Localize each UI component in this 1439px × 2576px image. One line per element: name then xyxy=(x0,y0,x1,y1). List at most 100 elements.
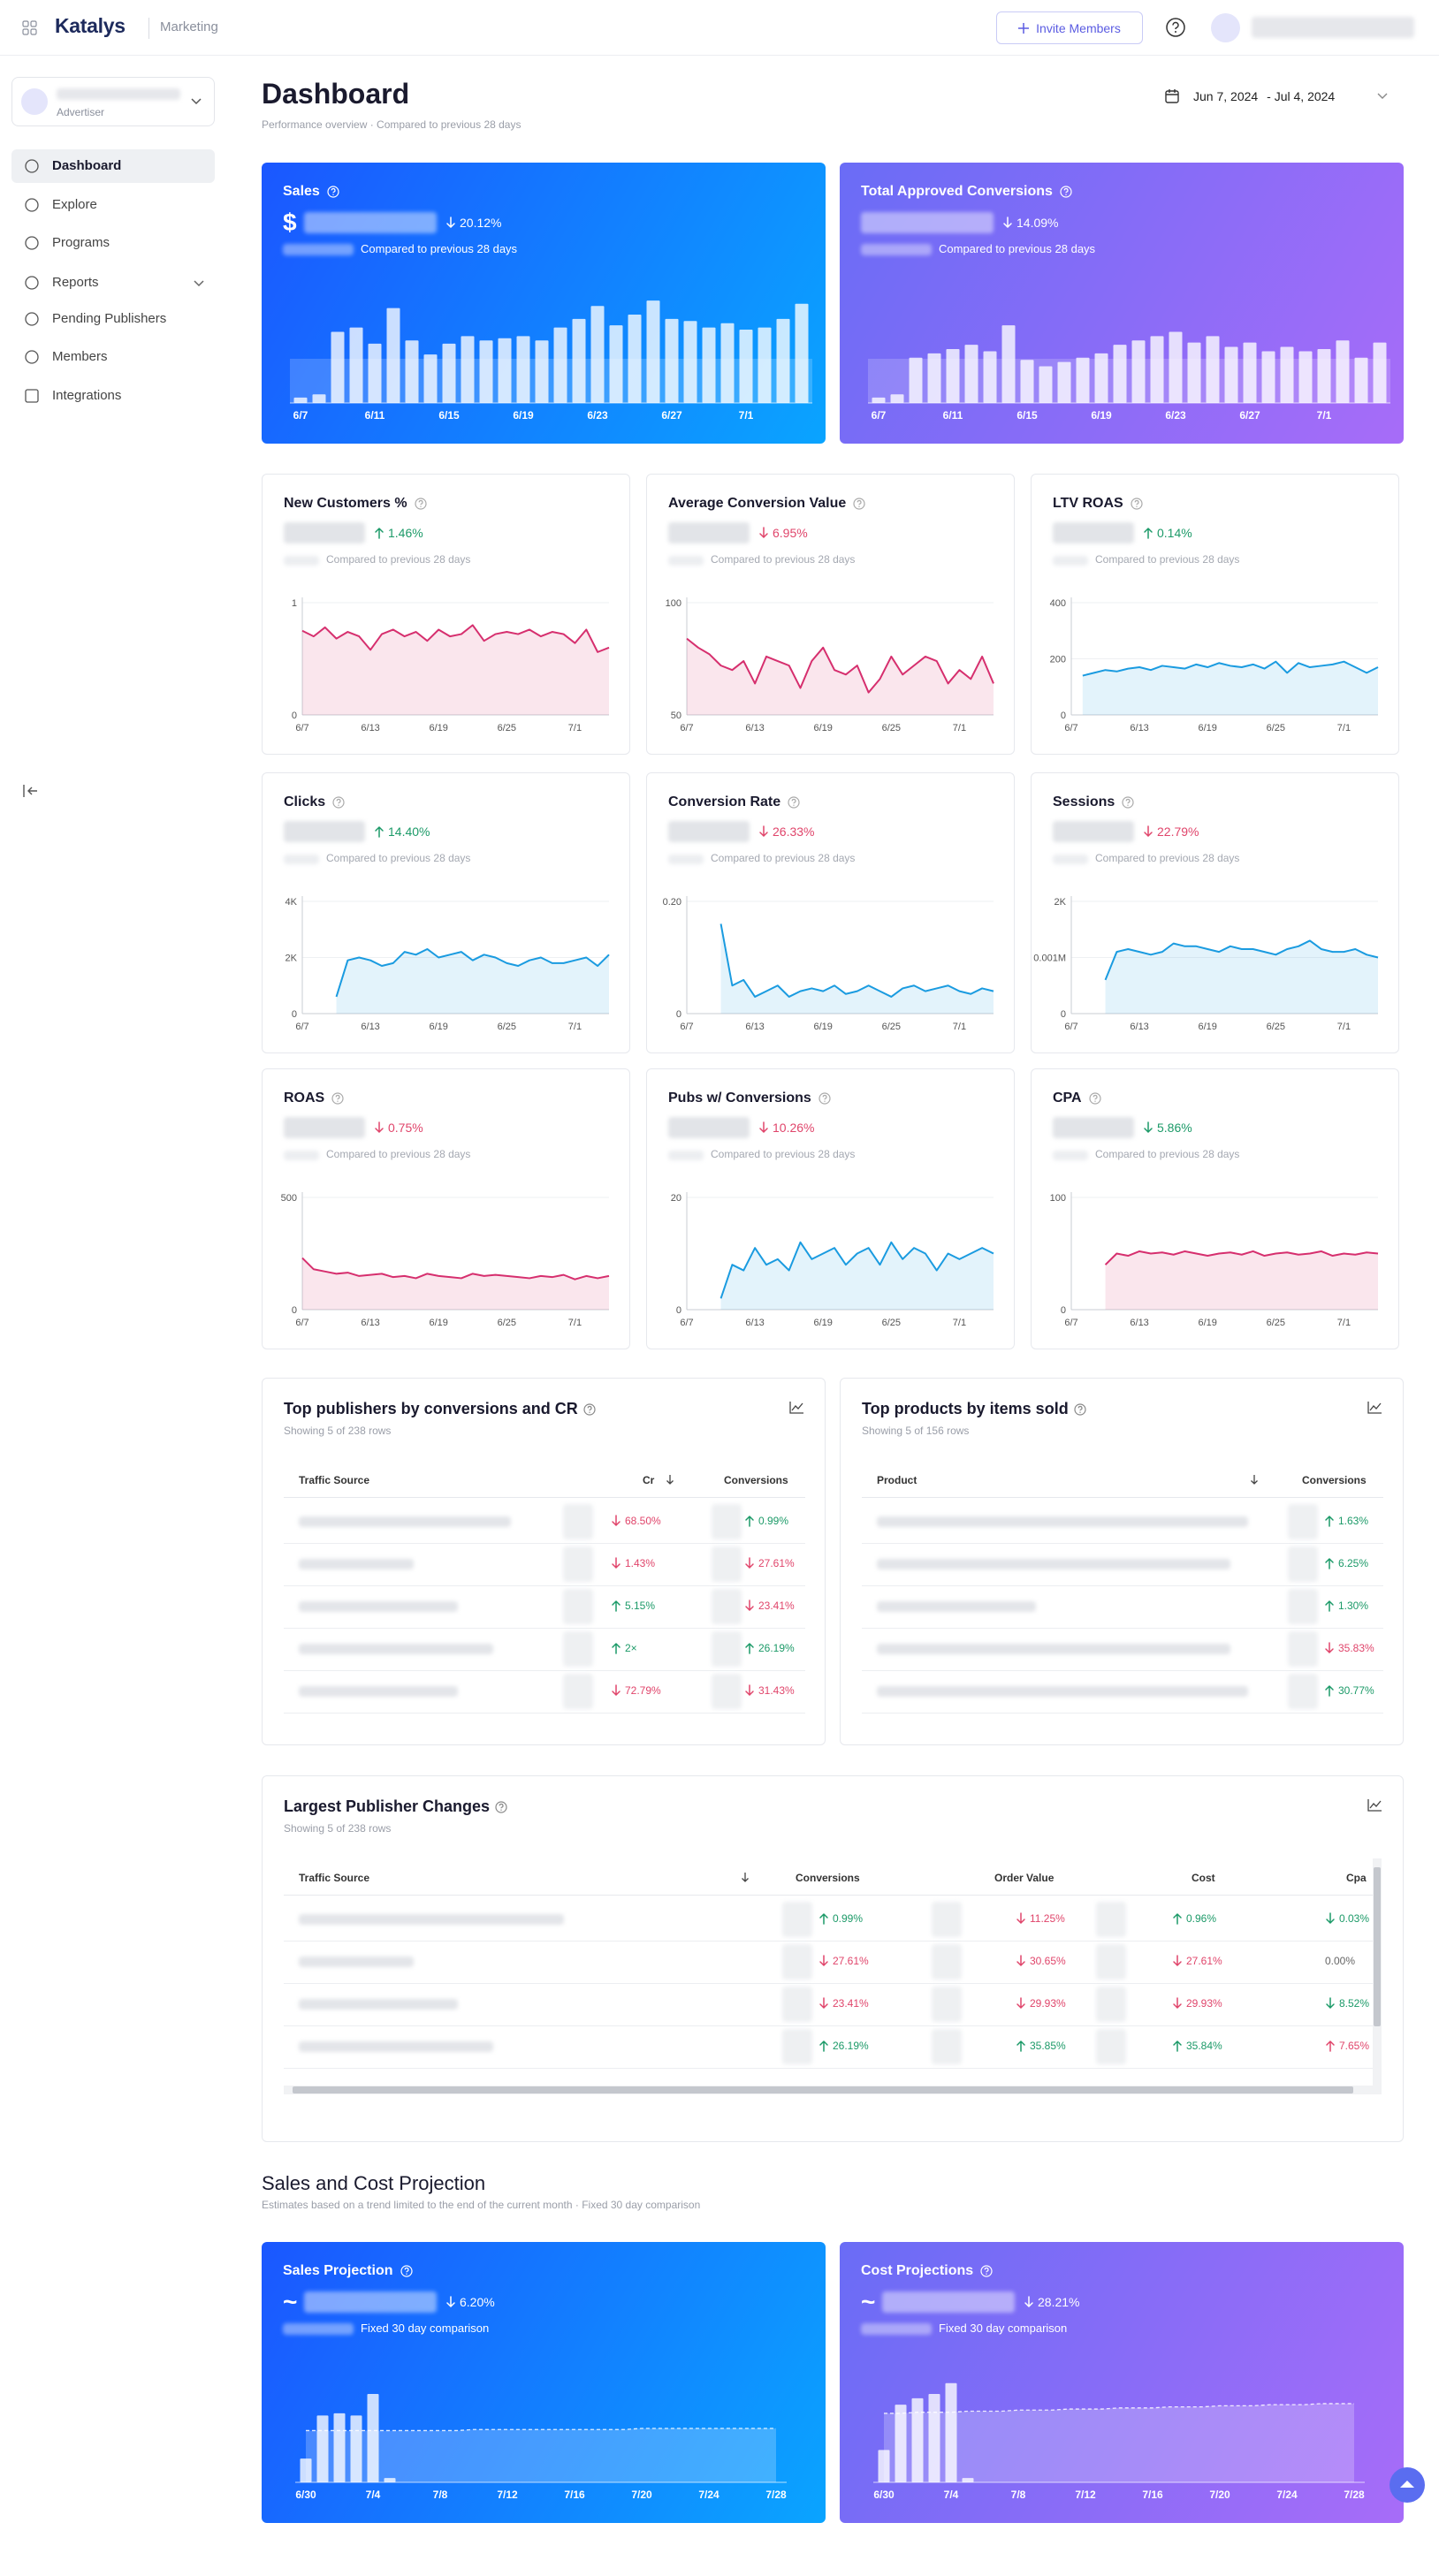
bar xyxy=(878,2450,890,2482)
nav-item[interactable]: Reports xyxy=(11,268,215,298)
help-mark xyxy=(1077,1405,1083,1410)
card-title-row: Largest Publisher Changes xyxy=(284,1797,507,1816)
date-range[interactable]: Jun 7, 2024 - Jul 4, 2024 xyxy=(1165,85,1404,108)
change-indicator: 2× xyxy=(611,1642,637,1654)
bar xyxy=(872,397,886,403)
help-button xyxy=(1166,18,1185,37)
projection-line xyxy=(884,2403,1354,2414)
card-title-row: New Customers % xyxy=(284,496,427,512)
table-card: Top publishers by conversions and CR Show… xyxy=(262,1378,826,1745)
x-tick-label: 6/25 xyxy=(882,1318,901,1328)
x-tick-label: 7/1 xyxy=(953,1022,966,1032)
change-indicator: 30.77% xyxy=(1324,1684,1374,1697)
compare-note: Fixed 30 day comparison xyxy=(361,2321,490,2335)
nav-item[interactable]: Pending Publishers xyxy=(11,304,215,334)
card-title: CPA xyxy=(1053,1090,1082,1106)
trend-arrow xyxy=(759,825,768,838)
bar xyxy=(1354,357,1368,403)
help-mark xyxy=(984,2267,989,2273)
redacted xyxy=(1252,17,1414,38)
bar xyxy=(1113,345,1127,403)
nav-item[interactable]: Integrations xyxy=(11,381,215,411)
change-indicator: 35.84% xyxy=(1172,2040,1222,2052)
nav-item[interactable]: Explore xyxy=(11,190,215,220)
bar xyxy=(1169,331,1183,403)
help-dot xyxy=(419,505,422,507)
bar xyxy=(386,308,400,403)
help-mark xyxy=(418,499,423,505)
column-header: Cost xyxy=(1192,1872,1215,1884)
change-value: 35.84% xyxy=(1186,2040,1222,2052)
scroll-thumb[interactable] xyxy=(1374,1867,1381,2026)
y-tick-label: 20 xyxy=(671,1193,681,1204)
nav-item[interactable]: Members xyxy=(11,342,215,372)
chart-toggle-shape xyxy=(1367,1799,1382,1812)
help-dot xyxy=(1127,804,1129,806)
redacted xyxy=(1053,1151,1088,1160)
help-mark xyxy=(1134,499,1139,505)
card-title-row: Conversion Rate xyxy=(668,794,800,810)
change-indicator: 72.79% xyxy=(611,1684,661,1697)
x-tick-label: 6/7 xyxy=(680,723,693,733)
chart-toggle[interactable] xyxy=(1367,1799,1382,1812)
bar xyxy=(1243,342,1257,403)
value-prefix: ~ xyxy=(861,2288,876,2315)
help-circle xyxy=(1122,796,1134,809)
change-value: 14.40% xyxy=(388,824,430,839)
change-indicator: 6.20% xyxy=(445,2295,495,2309)
y-tick-label: 1 xyxy=(292,598,297,609)
help-icon xyxy=(788,796,800,809)
help-icon xyxy=(1088,1092,1101,1105)
calendar-icon xyxy=(1165,89,1179,103)
sort-arrow xyxy=(1251,1475,1258,1485)
nav-item[interactable]: Programs xyxy=(11,228,215,258)
hero-chart: 6/30 7/4 7/8 7/12 7/16 7/20 7/24 7/28 xyxy=(873,2382,1365,2501)
scroll-thumb[interactable] xyxy=(293,2086,1353,2093)
card-title-row: ROAS xyxy=(284,1090,344,1106)
change-value: 0.03% xyxy=(1339,1912,1370,1925)
x-tick-label: 6/11 xyxy=(943,409,963,422)
nav-chevron xyxy=(194,280,204,287)
trend-arrow xyxy=(819,1912,828,1925)
nav-label: Explore xyxy=(52,197,97,212)
change-indicator: 0.03% xyxy=(1325,1912,1369,1925)
bar xyxy=(461,336,475,403)
nav-item[interactable]: Dashboard xyxy=(11,151,215,181)
account-switcher[interactable]: Advertiser xyxy=(11,77,215,126)
card-title-row: Top products by items sold xyxy=(862,1400,1086,1418)
arrow-shape xyxy=(1016,1955,1025,1967)
table-subtitle: Showing 5 of 156 rows xyxy=(862,1425,970,1437)
horizontal-scrollbar xyxy=(284,2086,1382,2094)
change-indicator: 23.41% xyxy=(818,1997,869,2010)
arrow-shape xyxy=(819,1955,828,1967)
bar xyxy=(1261,351,1275,403)
redacted xyxy=(712,1546,742,1582)
help-ring xyxy=(1166,18,1185,37)
trend-arrow xyxy=(1325,1684,1334,1697)
trend-arrow xyxy=(1016,1912,1025,1925)
trend-arrow xyxy=(612,1600,621,1612)
bar xyxy=(962,2478,974,2482)
chart-toggle-shape xyxy=(1367,1402,1382,1414)
metric-card: New Customers % 1.46% Compared to previous… xyxy=(262,474,630,755)
column-header: Conversions xyxy=(1302,1474,1367,1486)
redacted xyxy=(304,2291,437,2313)
arrow-shape xyxy=(1016,1997,1025,2010)
chart-toggle[interactable] xyxy=(1367,1402,1382,1414)
redacted xyxy=(1288,1631,1318,1667)
bar xyxy=(945,2382,957,2482)
invite-button[interactable]: Invite Members xyxy=(996,11,1143,44)
redacted xyxy=(782,1902,812,1937)
scroll-to-top[interactable] xyxy=(1390,2467,1425,2503)
chart-toggle[interactable] xyxy=(789,1402,803,1414)
card-title: Total Approved Conversions xyxy=(861,184,1053,199)
column-header: Conversions xyxy=(724,1474,788,1486)
help-dot xyxy=(1093,1100,1096,1102)
help-mark xyxy=(404,2267,409,2273)
compare-note: Compared to previous 28 days xyxy=(326,852,471,864)
bar xyxy=(1224,346,1238,403)
bar xyxy=(890,394,904,403)
table-row xyxy=(284,1585,805,1586)
bar xyxy=(442,343,456,403)
